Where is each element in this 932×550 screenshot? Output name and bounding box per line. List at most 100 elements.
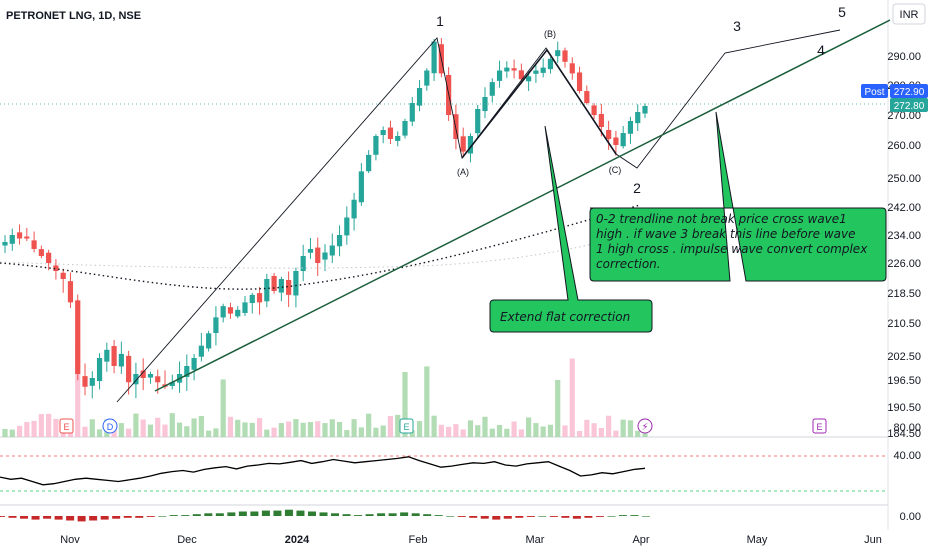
candle-body <box>576 72 583 91</box>
histogram-bar <box>43 516 52 519</box>
candle-body <box>111 346 117 366</box>
volume-bar <box>584 419 590 437</box>
histogram-bar <box>135 516 144 518</box>
volume-bar <box>286 421 292 437</box>
volume-bar <box>606 415 612 437</box>
volume-bar <box>264 429 270 437</box>
annotation-line-2: high . if wave 3 break this line before … <box>596 227 855 241</box>
event-marker-earnings-1[interactable]: E <box>59 418 74 434</box>
volume-bar <box>526 417 532 437</box>
candle-body <box>60 272 66 279</box>
candle-body <box>31 240 37 249</box>
candle-body <box>591 105 597 115</box>
time-tick-label: Jun <box>864 534 882 546</box>
histogram-bar <box>595 516 604 517</box>
histogram-bar <box>0 516 5 517</box>
histogram-bar <box>181 515 190 516</box>
histogram-bar <box>146 516 155 517</box>
annotation-callout-flat[interactable] <box>489 125 653 333</box>
histogram-bar <box>630 515 639 516</box>
histogram-bar <box>238 511 247 516</box>
volume-bar <box>96 429 103 437</box>
histogram-bar <box>31 516 40 520</box>
volume-bar <box>395 414 401 437</box>
candle-body <box>526 76 532 82</box>
histogram-bar <box>457 516 466 517</box>
volume-bar <box>555 379 561 437</box>
candle-body <box>431 41 437 74</box>
currency-badge[interactable] <box>892 3 926 25</box>
volume-bar <box>467 420 474 437</box>
candle-body <box>358 171 364 203</box>
histogram-bar <box>169 515 178 516</box>
volume-bar <box>496 424 503 437</box>
histogram-bar <box>411 513 420 516</box>
histogram-bar <box>284 509 293 516</box>
time-tick-label: 2024 <box>285 534 310 546</box>
histogram-bar <box>192 514 201 516</box>
price-tick-label: 250.00 <box>887 173 921 185</box>
annotation-line-3: 1 high cross . impulse wave convert comp… <box>596 242 868 256</box>
event-marker-earnings-future[interactable]: E <box>812 418 827 434</box>
histogram-bar <box>8 516 17 518</box>
time-tick-label: May <box>747 534 768 546</box>
event-marker-label: D <box>107 422 114 432</box>
histogram-bar <box>492 516 501 520</box>
candle-body <box>155 376 161 383</box>
price-tick-label: 242.00 <box>887 202 921 214</box>
volume-bar <box>591 423 597 437</box>
hist-tick-label: 0.00 <box>900 511 921 523</box>
volume-bar <box>329 419 335 437</box>
volume-bar <box>53 418 59 437</box>
volume-bar <box>307 422 314 437</box>
candle-body <box>38 249 44 256</box>
histogram-bar <box>331 513 340 516</box>
volume-bar <box>438 424 444 437</box>
candle-body <box>96 358 103 382</box>
histogram-bar <box>89 516 98 521</box>
annotation-line-4: correction. <box>596 257 661 271</box>
volume-bar <box>227 416 234 437</box>
volume-bar <box>460 429 466 437</box>
volume-bar <box>453 424 459 437</box>
histogram-bar <box>526 516 535 517</box>
volume-bar <box>118 423 124 437</box>
abc-correction-path <box>461 48 617 159</box>
volume-bar <box>191 418 197 437</box>
wave-label-c: (C) <box>609 165 622 175</box>
annotation-callout-trendline[interactable] <box>589 111 887 282</box>
candle-body <box>635 112 641 124</box>
histogram-bar <box>66 516 75 521</box>
volume-bar <box>511 421 517 437</box>
candle-body <box>598 113 604 127</box>
candle-body <box>307 249 314 253</box>
event-marker-earnings-2[interactable]: E <box>399 418 414 434</box>
histogram-bar <box>607 516 616 517</box>
candle-body <box>206 333 212 349</box>
volume-bar <box>358 427 364 437</box>
histogram-bar <box>227 512 236 516</box>
histogram-bar <box>319 512 328 516</box>
histogram-bar <box>469 516 478 518</box>
volume-bar <box>482 416 488 437</box>
post-price-value: 272.90 <box>894 87 925 98</box>
histogram-bar <box>365 514 374 516</box>
volume-bar <box>300 422 306 437</box>
candle-body <box>533 70 539 74</box>
candle-body <box>606 129 612 139</box>
post-badge <box>861 84 888 98</box>
volume-bar <box>249 422 255 437</box>
histogram-bar <box>77 516 86 522</box>
candle-body <box>562 50 568 62</box>
time-tick-label: Feb <box>409 534 428 546</box>
chart-symbol-title: PETRONET LNG, 1D, NSE <box>6 10 141 22</box>
candle-body <box>496 70 503 81</box>
candle-body <box>620 133 626 147</box>
histogram-bar <box>561 516 570 518</box>
event-marker-split-icon[interactable]: ⚡ <box>637 418 653 434</box>
histogram-bar <box>100 516 109 520</box>
last-price-tag <box>890 98 928 112</box>
candle-body <box>416 88 423 106</box>
histogram-bar <box>215 513 224 516</box>
event-marker-dividend[interactable]: D <box>102 418 118 434</box>
